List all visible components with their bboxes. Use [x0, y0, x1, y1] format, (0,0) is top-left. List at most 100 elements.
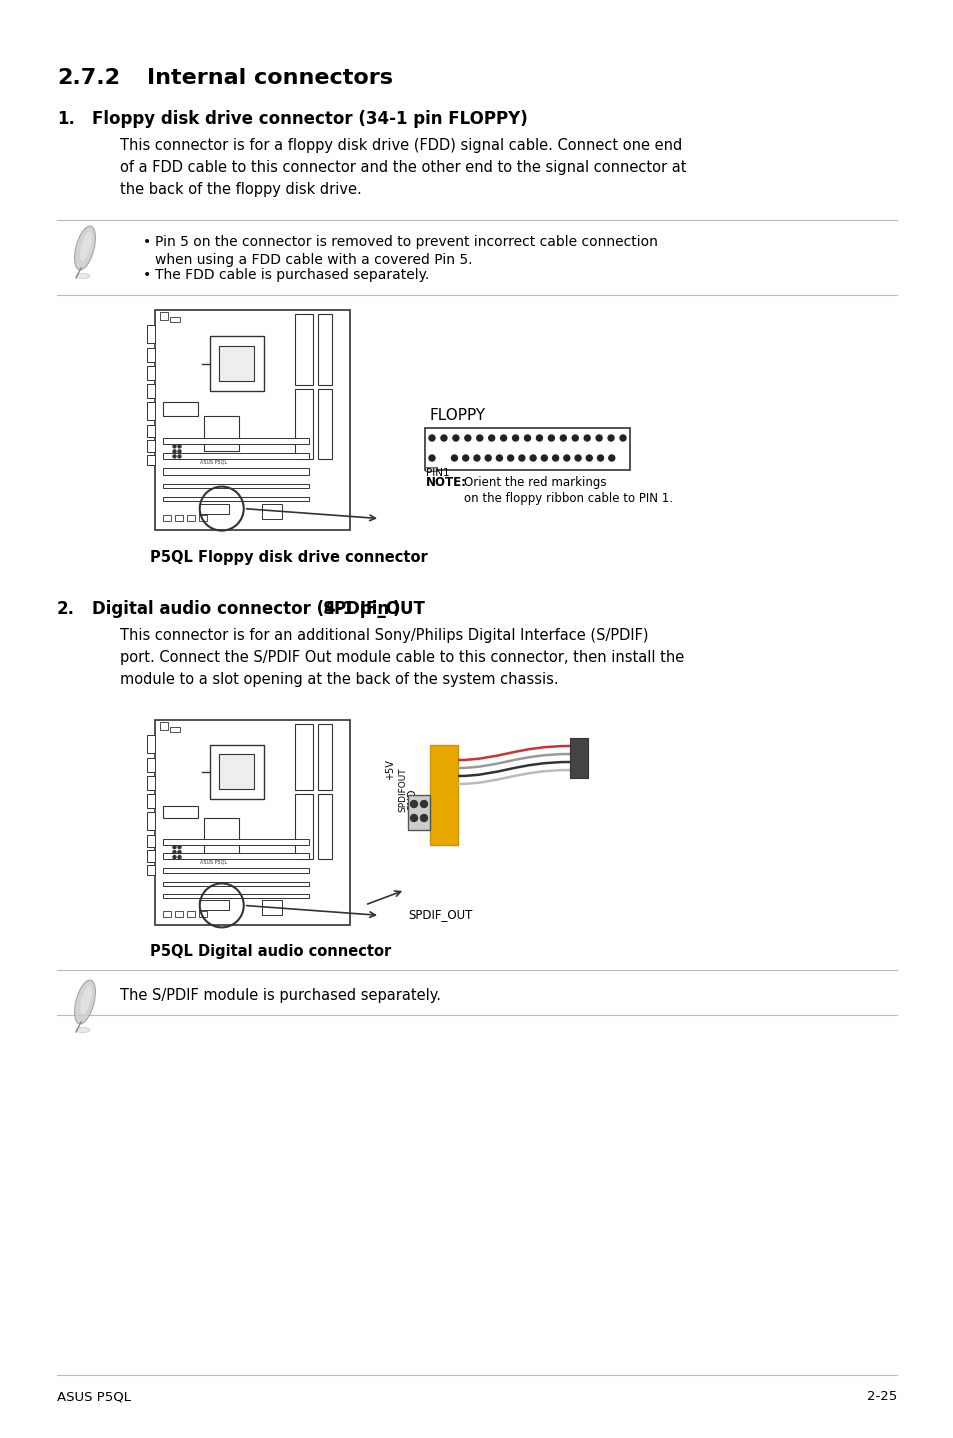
Bar	[163, 881, 309, 886]
Text: SPDIFOUT: SPDIFOUT	[398, 768, 407, 812]
Bar	[210, 336, 264, 391]
Bar	[295, 388, 313, 459]
Circle shape	[575, 454, 580, 462]
Circle shape	[172, 450, 175, 453]
Bar	[408, 795, 430, 830]
Circle shape	[429, 454, 435, 462]
Circle shape	[178, 450, 181, 453]
Text: •: •	[143, 234, 152, 249]
Bar	[147, 454, 154, 464]
Text: P5QL Digital audio connector: P5QL Digital audio connector	[150, 943, 391, 959]
Bar	[147, 758, 154, 772]
Bar	[147, 812, 154, 830]
Circle shape	[453, 436, 458, 441]
Text: SPDIF_OUT: SPDIF_OUT	[408, 907, 472, 920]
Bar	[199, 515, 207, 521]
Bar	[163, 867, 309, 873]
Bar	[163, 498, 309, 502]
Bar	[187, 515, 194, 521]
Bar	[204, 818, 238, 854]
Circle shape	[172, 444, 175, 447]
Text: This connector is for an additional Sony/Philips Digital Interface (S/PDIF): This connector is for an additional Sony…	[120, 628, 648, 643]
Circle shape	[518, 454, 524, 462]
Circle shape	[440, 436, 446, 441]
Circle shape	[524, 436, 530, 441]
Text: ): )	[393, 600, 400, 618]
Bar	[147, 850, 154, 861]
Bar	[163, 403, 198, 416]
Bar	[147, 440, 154, 452]
Bar	[163, 894, 309, 899]
Circle shape	[512, 436, 518, 441]
Circle shape	[474, 454, 479, 462]
Circle shape	[552, 454, 558, 462]
Circle shape	[178, 851, 181, 854]
Bar	[147, 794, 154, 808]
Circle shape	[485, 454, 491, 462]
Circle shape	[476, 436, 482, 441]
Text: Digital audio connector (4-1 pin: Digital audio connector (4-1 pin	[91, 600, 395, 618]
Bar	[219, 347, 254, 381]
Ellipse shape	[80, 985, 91, 1015]
Circle shape	[178, 444, 181, 447]
Circle shape	[619, 436, 625, 441]
Text: SPDIF_OUT: SPDIF_OUT	[323, 600, 425, 618]
Text: when using a FDD cable with a covered Pin 5.: when using a FDD cable with a covered Pi…	[154, 253, 472, 267]
Circle shape	[559, 436, 566, 441]
Circle shape	[420, 814, 427, 821]
Bar	[210, 745, 264, 800]
Circle shape	[583, 436, 590, 441]
Bar	[187, 910, 194, 916]
Circle shape	[429, 436, 435, 441]
Circle shape	[607, 436, 614, 441]
Bar	[317, 794, 332, 860]
Bar	[317, 725, 332, 789]
Circle shape	[410, 801, 417, 808]
Circle shape	[563, 454, 569, 462]
Circle shape	[586, 454, 592, 462]
Bar	[262, 503, 282, 519]
Bar	[147, 348, 154, 362]
Text: The FDD cable is purchased separately.: The FDD cable is purchased separately.	[154, 267, 429, 282]
Circle shape	[451, 454, 457, 462]
Circle shape	[572, 436, 578, 441]
Text: 2.7.2: 2.7.2	[57, 68, 120, 88]
Text: GND: GND	[408, 789, 417, 811]
Bar	[170, 316, 180, 322]
Text: •: •	[143, 267, 152, 282]
Bar	[317, 388, 332, 459]
Ellipse shape	[76, 273, 90, 279]
Bar	[147, 866, 154, 874]
Bar	[170, 728, 180, 732]
Text: ASUS P5QL: ASUS P5QL	[200, 860, 227, 864]
Bar	[295, 725, 313, 789]
Circle shape	[464, 436, 471, 441]
Text: on the floppy ribbon cable to PIN 1.: on the floppy ribbon cable to PIN 1.	[463, 492, 672, 505]
Bar	[163, 483, 309, 487]
Bar	[163, 910, 171, 916]
Text: Floppy disk drive connector (34-1 pin FLOPPY): Floppy disk drive connector (34-1 pin FL…	[91, 109, 527, 128]
Bar	[163, 853, 309, 858]
Circle shape	[172, 454, 175, 457]
Bar	[147, 835, 154, 847]
Circle shape	[178, 846, 181, 848]
Bar	[147, 426, 154, 437]
Circle shape	[178, 856, 181, 858]
Bar	[160, 312, 168, 321]
Bar	[219, 755, 254, 789]
Circle shape	[536, 436, 542, 441]
Ellipse shape	[74, 226, 95, 270]
Bar	[147, 325, 154, 344]
Text: Internal connectors: Internal connectors	[147, 68, 393, 88]
Text: port. Connect the S/PDIF Out module cable to this connector, then install the: port. Connect the S/PDIF Out module cabl…	[120, 650, 683, 664]
Text: This connector is for a floppy disk drive (FDD) signal cable. Connect one end: This connector is for a floppy disk driv…	[120, 138, 681, 152]
Text: NOTE:: NOTE:	[426, 476, 467, 489]
Circle shape	[488, 436, 495, 441]
Text: Orient the red markings: Orient the red markings	[463, 476, 606, 489]
Circle shape	[410, 814, 417, 821]
Bar	[174, 910, 183, 916]
Circle shape	[496, 454, 502, 462]
Bar	[147, 384, 154, 398]
Bar	[569, 738, 587, 778]
Text: Pin 5 on the connector is removed to prevent incorrect cable connection: Pin 5 on the connector is removed to pre…	[154, 234, 658, 249]
